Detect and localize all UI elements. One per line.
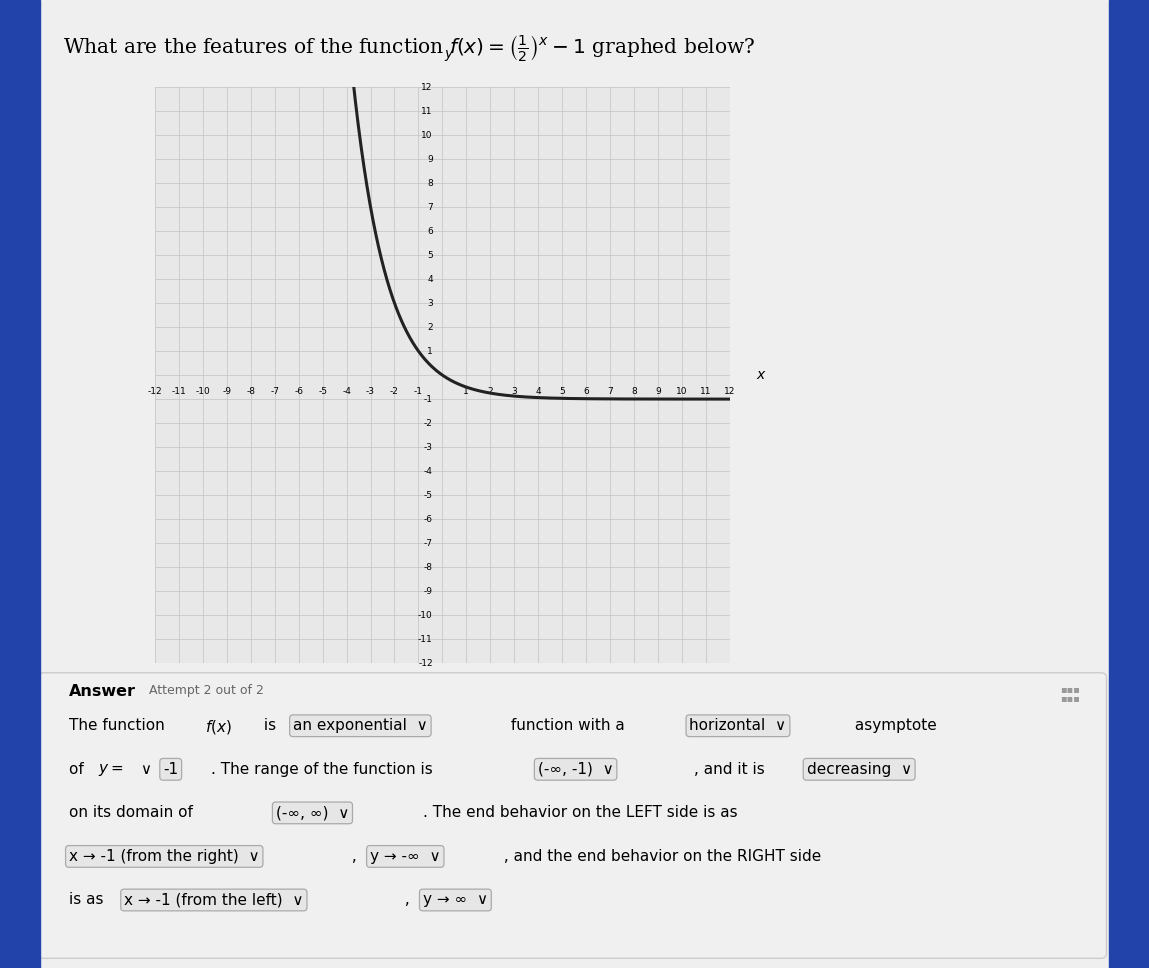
Text: The function: The function [69, 718, 170, 733]
Text: decreasing  ∨: decreasing ∨ [807, 762, 911, 776]
Text: 12: 12 [422, 82, 433, 92]
Text: -2: -2 [390, 387, 399, 396]
Text: y: y [445, 46, 453, 61]
Text: horizontal  ∨: horizontal ∨ [689, 718, 787, 733]
Text: , and it is: , and it is [694, 762, 770, 776]
Text: ,: , [347, 849, 362, 863]
Text: 3: 3 [427, 298, 433, 308]
Text: 5: 5 [560, 387, 565, 396]
Text: $f\left(x\right)$: $f\left(x\right)$ [205, 718, 231, 737]
Text: (-∞, ∞)  ∨: (-∞, ∞) ∨ [276, 805, 349, 820]
Text: 10: 10 [422, 131, 433, 139]
Text: -7: -7 [270, 387, 279, 396]
Text: x → -1 (from the left)  ∨: x → -1 (from the left) ∨ [124, 892, 303, 907]
Text: 9: 9 [655, 387, 661, 396]
Text: -3: -3 [424, 442, 433, 452]
Text: y → -∞  ∨: y → -∞ ∨ [370, 849, 440, 863]
Text: y → ∞  ∨: y → ∞ ∨ [423, 892, 488, 907]
Text: -1: -1 [163, 762, 178, 776]
Text: . The range of the function is: . The range of the function is [211, 762, 438, 776]
Text: . The end behavior on the LEFT side is as: . The end behavior on the LEFT side is a… [423, 805, 738, 820]
Text: -11: -11 [418, 635, 433, 644]
Text: 7: 7 [607, 387, 612, 396]
Text: -5: -5 [424, 491, 433, 499]
Text: -6: -6 [294, 387, 303, 396]
Text: What are the features of the function $f\left(x\right) = \left(\frac{1}{2}\right: What are the features of the function $f… [63, 34, 756, 64]
Text: -7: -7 [424, 538, 433, 548]
Text: -8: -8 [424, 562, 433, 571]
Text: 10: 10 [676, 387, 687, 396]
Text: -12: -12 [418, 658, 433, 668]
Text: -1: -1 [424, 395, 433, 404]
Text: Answer: Answer [69, 684, 136, 699]
Text: $y =$: $y =$ [98, 762, 123, 778]
Text: on its domain of: on its domain of [69, 805, 198, 820]
Text: (-∞, -1)  ∨: (-∞, -1) ∨ [538, 762, 614, 776]
Text: 1: 1 [463, 387, 469, 396]
Text: 6: 6 [583, 387, 589, 396]
Text: x: x [756, 368, 764, 382]
Text: 1: 1 [427, 347, 433, 355]
Text: of: of [69, 762, 88, 776]
Text: -6: -6 [424, 515, 433, 524]
Text: ∨: ∨ [136, 762, 156, 776]
Text: 6: 6 [427, 227, 433, 235]
Text: 3: 3 [511, 387, 517, 396]
Text: -9: -9 [424, 587, 433, 595]
Text: 4: 4 [535, 387, 541, 396]
Text: 7: 7 [427, 202, 433, 212]
Text: ,: , [400, 892, 415, 907]
Text: -4: -4 [424, 467, 433, 475]
Text: 9: 9 [427, 155, 433, 164]
Text: -10: -10 [195, 387, 210, 396]
Text: -8: -8 [246, 387, 255, 396]
Text: -5: -5 [318, 387, 327, 396]
Text: -12: -12 [148, 387, 162, 396]
Text: an exponential  ∨: an exponential ∨ [293, 718, 427, 733]
Text: asymptote: asymptote [850, 718, 938, 733]
Text: -2: -2 [424, 418, 433, 428]
Text: 8: 8 [427, 179, 433, 188]
Text: 2: 2 [487, 387, 493, 396]
Text: 12: 12 [724, 387, 735, 396]
Text: -9: -9 [223, 387, 231, 396]
Text: -1: -1 [414, 387, 423, 396]
Text: 11: 11 [700, 387, 711, 396]
Text: , and the end behavior on the RIGHT side: , and the end behavior on the RIGHT side [499, 849, 820, 863]
Text: function with a: function with a [506, 718, 630, 733]
Text: -11: -11 [171, 387, 186, 396]
Text: 11: 11 [422, 106, 433, 115]
Text: -3: -3 [367, 387, 375, 396]
Text: -4: -4 [342, 387, 352, 396]
Text: 4: 4 [427, 275, 433, 284]
Text: 2: 2 [427, 322, 433, 332]
Text: 8: 8 [631, 387, 637, 396]
Text: -10: -10 [418, 611, 433, 620]
Text: ▪▪▪
▪▪▪: ▪▪▪ ▪▪▪ [1061, 684, 1080, 703]
Text: Attempt 2 out of 2: Attempt 2 out of 2 [149, 684, 264, 697]
Text: 5: 5 [427, 251, 433, 259]
Text: x → -1 (from the right)  ∨: x → -1 (from the right) ∨ [69, 849, 260, 863]
Text: is: is [259, 718, 280, 733]
Text: is as: is as [69, 892, 108, 907]
